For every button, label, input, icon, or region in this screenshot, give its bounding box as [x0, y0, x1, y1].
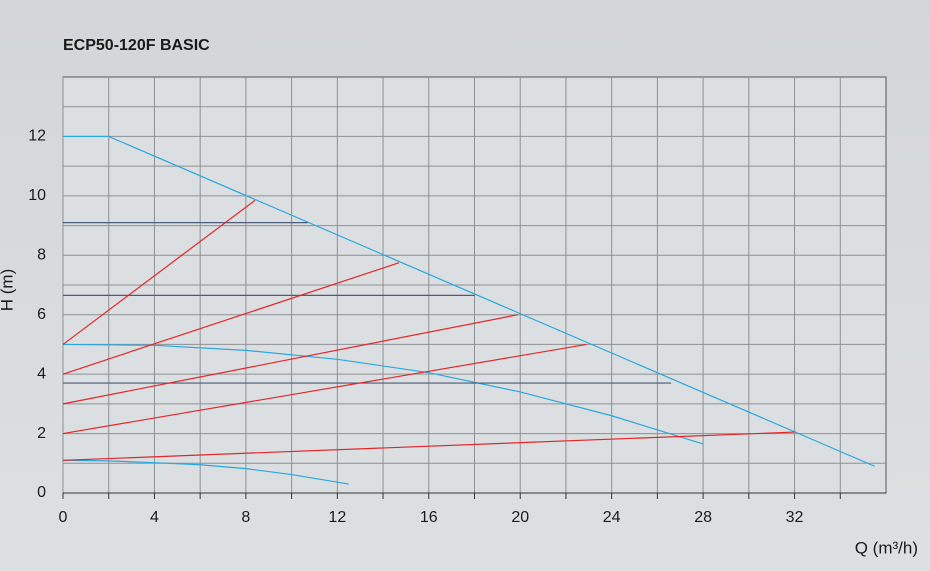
series-line: [62, 343, 704, 445]
x-tick-label: 28: [694, 509, 712, 526]
y-tick-label: 12: [28, 128, 46, 145]
x-tick-label: 20: [511, 509, 529, 526]
x-tick-label: 12: [328, 509, 346, 526]
series-line: [62, 459, 349, 485]
x-tick-label: 32: [786, 509, 804, 526]
y-tick-label: 4: [37, 365, 46, 382]
x-tick-label: 0: [59, 509, 68, 526]
x-tick-label: 4: [150, 509, 159, 526]
x-axis-label: Q (m³/h): [855, 538, 918, 557]
series-line: [63, 135, 875, 467]
x-tick-label: 24: [603, 509, 621, 526]
y-tick-label: 2: [37, 425, 46, 442]
series-line: [62, 199, 256, 345]
y-tick-label: 6: [37, 306, 46, 323]
chart-title: ECP50-120F BASIC: [63, 37, 210, 54]
x-tick-label: 16: [420, 509, 438, 526]
series-line: [62, 314, 519, 405]
y-tick-label: 10: [28, 187, 46, 204]
y-tick-label: 8: [37, 247, 46, 264]
y-axis-label: H (m): [0, 269, 16, 311]
y-tick-label: 0: [37, 484, 46, 501]
x-tick-label: 8: [241, 509, 250, 526]
series-line: [62, 343, 587, 435]
series-line: [62, 431, 795, 461]
series-line: [62, 262, 400, 375]
